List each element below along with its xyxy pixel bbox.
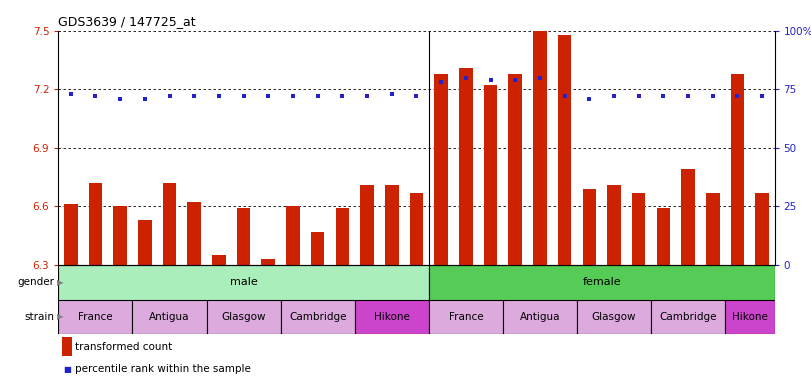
- Text: ▶: ▶: [57, 312, 63, 321]
- Bar: [58, 300, 132, 334]
- Bar: [681, 169, 695, 265]
- Bar: [435, 74, 448, 265]
- Text: female: female: [582, 277, 621, 287]
- Bar: [286, 207, 300, 265]
- Bar: [657, 209, 670, 265]
- Bar: [508, 74, 522, 265]
- Bar: [483, 85, 497, 265]
- Text: ▶: ▶: [57, 278, 63, 287]
- Bar: [88, 183, 102, 265]
- Text: France: France: [448, 312, 483, 322]
- Text: percentile rank within the sample: percentile rank within the sample: [75, 364, 251, 374]
- Text: Cambridge: Cambridge: [659, 312, 717, 322]
- Text: Glasgow: Glasgow: [221, 312, 266, 322]
- Bar: [755, 193, 769, 265]
- Bar: [558, 35, 572, 265]
- Bar: [632, 193, 646, 265]
- Text: transformed count: transformed count: [75, 341, 172, 352]
- Bar: [187, 202, 201, 265]
- Bar: [503, 300, 577, 334]
- Bar: [64, 204, 78, 265]
- Text: Glasgow: Glasgow: [592, 312, 637, 322]
- Text: Hikone: Hikone: [374, 312, 410, 322]
- Bar: [360, 185, 374, 265]
- Bar: [212, 255, 225, 265]
- Bar: [385, 185, 398, 265]
- Bar: [114, 207, 127, 265]
- Text: Antigua: Antigua: [149, 312, 190, 322]
- Bar: [725, 300, 775, 334]
- Text: ■: ■: [63, 364, 71, 374]
- Bar: [261, 259, 275, 265]
- Bar: [429, 300, 503, 334]
- Bar: [429, 265, 775, 300]
- Bar: [607, 185, 620, 265]
- Bar: [459, 68, 473, 265]
- Text: male: male: [230, 277, 257, 287]
- Bar: [138, 220, 152, 265]
- Bar: [651, 300, 725, 334]
- Bar: [410, 193, 423, 265]
- Bar: [207, 300, 281, 334]
- Text: strain: strain: [24, 312, 54, 322]
- Bar: [706, 193, 719, 265]
- Text: Hikone: Hikone: [732, 312, 768, 322]
- Bar: [237, 209, 251, 265]
- Bar: [163, 183, 176, 265]
- Bar: [311, 232, 324, 265]
- Bar: [533, 29, 547, 265]
- Bar: [577, 300, 651, 334]
- Text: France: France: [78, 312, 113, 322]
- Bar: [132, 300, 207, 334]
- Text: Cambridge: Cambridge: [289, 312, 346, 322]
- Bar: [354, 300, 429, 334]
- Bar: [336, 209, 350, 265]
- Text: gender: gender: [17, 277, 54, 287]
- Bar: [582, 189, 596, 265]
- Text: Antigua: Antigua: [520, 312, 560, 322]
- Text: GDS3639 / 147725_at: GDS3639 / 147725_at: [58, 15, 196, 28]
- Bar: [58, 265, 429, 300]
- Bar: [281, 300, 354, 334]
- Bar: [731, 74, 744, 265]
